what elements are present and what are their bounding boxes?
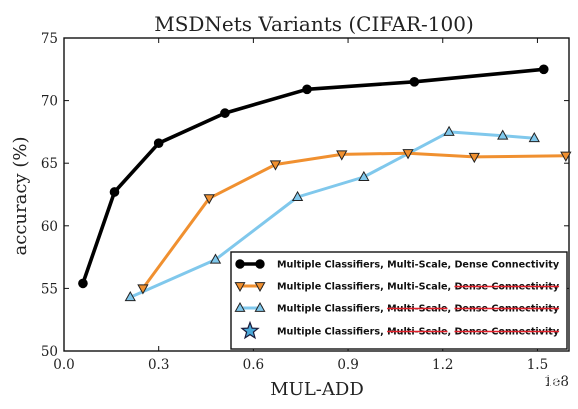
data-point-series-2 <box>468 152 480 164</box>
data-point-series-3 <box>124 291 136 302</box>
data-point-series-1 <box>109 187 120 197</box>
data-point-series-1 <box>78 278 88 289</box>
legend-box <box>230 251 568 350</box>
y-tick-label: 75 <box>41 31 58 47</box>
data-point-series-3 <box>209 253 222 264</box>
data-point-series-3 <box>528 132 540 143</box>
plot-frame <box>63 37 570 352</box>
legend-marker-4 <box>240 320 260 340</box>
data-point-series-2 <box>203 194 215 205</box>
data-point-series-2 <box>137 284 149 295</box>
watermark: 知乎 @AI研习社 <box>470 374 565 390</box>
series-line-1 <box>81 67 544 284</box>
x-tick-label: 0.9 <box>337 357 358 373</box>
legend-marker-1b <box>255 259 265 269</box>
data-point-series-1 <box>409 77 420 87</box>
x-tick-label: 1.2 <box>432 357 453 373</box>
legend-label-2: Multiple Classifiers, Multi-Scale, Dense… <box>277 282 560 293</box>
data-point-series-3 <box>443 125 455 136</box>
data-point-series-3 <box>358 170 370 181</box>
x-tick-label: 0.3 <box>148 357 169 373</box>
x-tick-label: 0.6 <box>243 357 264 373</box>
legend: Multiple Classifiers, Multi-Scale, Dense… <box>230 251 568 350</box>
data-point-series-3 <box>497 129 509 140</box>
x-axis-label: MUL-ADD <box>270 379 364 400</box>
legend-marker-1a <box>235 259 245 269</box>
chart-title: MSDNets Variants (CIFAR-100) <box>154 12 474 36</box>
legend-marker-3b <box>254 302 266 312</box>
y-tick-label: 60 <box>41 219 58 235</box>
y-tick-label: 50 <box>41 344 58 360</box>
legend-label-1: Multiple Classifiers, Multi-Scale, Dense… <box>277 260 560 271</box>
legend-marker-2a <box>234 282 246 292</box>
series-markers <box>78 64 572 302</box>
x-tick-label: 0.0 <box>53 357 74 373</box>
axis-ticks: 0.0 0.3 0.6 0.9 1.2 1.5 50 55 60 65 70 75 <box>41 31 569 373</box>
data-point-series-1 <box>220 108 230 118</box>
legend-marker-3a <box>234 302 246 312</box>
y-tick-label: 70 <box>41 94 58 110</box>
data-point-series-2 <box>269 160 282 171</box>
data-point-series-1 <box>302 84 312 95</box>
data-point-series-2 <box>560 151 572 162</box>
data-point-series-3 <box>291 190 304 202</box>
x-tick-label: 1.5 <box>527 357 548 373</box>
y-axis-label: accuracy (%) <box>10 137 31 256</box>
y-tick-label: 55 <box>41 281 58 297</box>
y-tick-label: 65 <box>41 156 58 172</box>
data-point-series-1 <box>153 138 164 148</box>
data-point-series-1 <box>538 64 549 75</box>
data-point-series-2 <box>336 150 348 161</box>
x-exponent-label: 1e8 <box>544 374 569 390</box>
legend-marker-2b <box>254 282 266 292</box>
data-point-series-2 <box>402 149 414 160</box>
